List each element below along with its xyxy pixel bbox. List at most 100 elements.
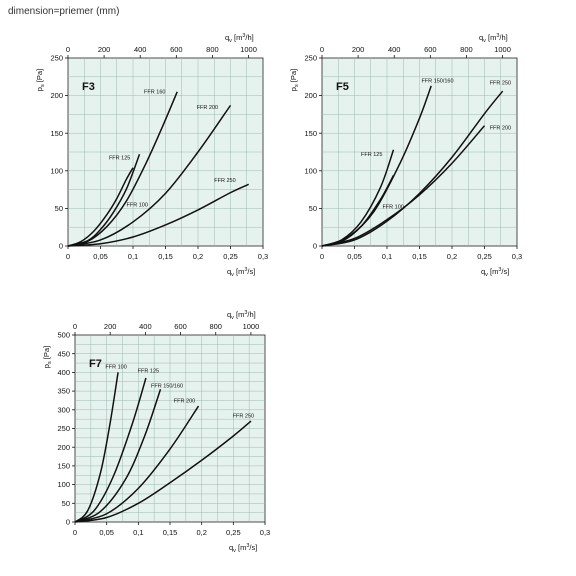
series-line (67, 104, 232, 247)
x2-tick-label: 200 (352, 45, 365, 54)
x-tick-label: 0,2 (447, 252, 457, 261)
y-tick-label: 450 (57, 349, 70, 358)
x2-tick-label: 600 (424, 45, 437, 54)
chart-f7: 0 0,05 0,1 0,15 0,2 0,25 0,3 0 200 400 600 800 1000 0… (42, 310, 270, 554)
x-tick-label: 0,1 (128, 252, 138, 261)
x-tick-label: 0,25 (223, 252, 238, 261)
x-axis-label: qv [m3/s] (227, 267, 255, 278)
y-axis-label: ps [Pa] (289, 69, 300, 91)
x-tick-label: 0,15 (412, 252, 427, 261)
y-tick-label: 100 (304, 166, 317, 175)
series-line (67, 91, 178, 247)
x-tick-label: 0,1 (133, 528, 143, 537)
x-tick-label: 0,05 (99, 528, 114, 537)
chart-title: F7 (89, 358, 102, 370)
y-tick-label: 0 (59, 242, 63, 251)
series-label: FFR 250 (214, 178, 235, 184)
x2-tick-label: 1000 (494, 45, 511, 54)
x2-tick-label: 600 (170, 45, 183, 54)
x2-tick-label: 0 (66, 45, 70, 54)
x2-tick-label: 600 (174, 322, 187, 331)
chart-f5: 0 0,05 0,1 0,15 0,2 0,25 0,3 0 200 400 600 800 1000 0… (289, 33, 522, 278)
x-tick-label: 0,05 (93, 252, 108, 261)
x2-tick-label: 200 (98, 45, 111, 54)
series-line (74, 420, 252, 523)
y-tick-label: 200 (304, 91, 317, 100)
x2-axis-label: qv [m3/h] (225, 33, 254, 44)
series-label: FFR 160 (144, 90, 165, 96)
y-tick-label: 200 (50, 91, 63, 100)
y-tick-label: 150 (304, 129, 317, 138)
series-line (321, 90, 504, 247)
grid (68, 58, 263, 246)
x2-tick-label: 1000 (243, 322, 260, 331)
series-label: FFR 125 (361, 152, 382, 158)
x-tick-label: 0,3 (258, 252, 268, 261)
grid (75, 335, 265, 522)
y-tick-label: 350 (57, 387, 70, 396)
y-tick-label: 50 (309, 204, 317, 213)
y-tick-label: 0 (66, 518, 70, 527)
x2-tick-label: 400 (139, 322, 152, 331)
x-tick-label: 0,2 (193, 252, 203, 261)
series-line (74, 372, 119, 523)
x2-tick-label: 400 (388, 45, 401, 54)
x-tick-label: 0,15 (158, 252, 173, 261)
x2-tick-label: 200 (104, 322, 117, 331)
y-tick-label: 300 (57, 405, 70, 414)
series-label: FFR 200 (174, 398, 195, 404)
x2-tick-label: 1000 (240, 45, 257, 54)
series-line (321, 85, 432, 247)
series-label: FFR 200 (197, 105, 218, 111)
y-tick-label: 100 (57, 480, 70, 489)
chart-f3: 0 0,05 0,1 0,15 0,2 0,25 0,3 0 200 400 600 800 1000 0… (35, 33, 268, 278)
series-line (74, 377, 147, 523)
curves (74, 372, 252, 523)
series-label: FFR 250 (233, 413, 254, 419)
x2-tick-label: 800 (460, 45, 473, 54)
y-tick-label: 150 (50, 129, 63, 138)
series-label: FFR 100 (127, 203, 148, 209)
y-tick-label: 250 (57, 424, 70, 433)
x-tick-label: 0 (66, 252, 70, 261)
x-tick-label: 0,25 (226, 528, 241, 537)
grid (322, 58, 517, 246)
y-tick-label: 50 (62, 499, 70, 508)
y-tick-label: 500 (57, 331, 70, 340)
series-label: FFR 150/160 (151, 383, 183, 389)
series-label: FFR 100 (105, 365, 126, 371)
x-tick-label: 0 (320, 252, 324, 261)
x2-tick-label: 400 (134, 45, 147, 54)
curves (321, 85, 504, 247)
page-caption: dimension=priemer (mm) (8, 6, 120, 17)
y-tick-label: 400 (57, 368, 70, 377)
x-axis-label: qv [m3/s] (229, 543, 257, 554)
x2-tick-label: 0 (320, 45, 324, 54)
chart-title: F3 (82, 81, 95, 93)
x2-tick-label: 0 (73, 322, 77, 331)
x2-tick-label: 800 (206, 45, 219, 54)
x-tick-label: 0,1 (382, 252, 392, 261)
series-label: FFR 100 (382, 204, 403, 210)
x-axis-label: qv [m3/s] (481, 267, 509, 278)
y-axis-label: ps [Pa] (42, 346, 53, 368)
series-label: FFR 200 (490, 125, 511, 131)
y-tick-label: 250 (50, 54, 63, 63)
chart-title: F5 (336, 81, 349, 93)
series-line (67, 183, 250, 247)
y-tick-label: 0 (313, 242, 317, 251)
x-tick-label: 0,2 (196, 528, 206, 537)
series-label: FFR 125 (109, 156, 130, 162)
x2-tick-label: 800 (209, 322, 222, 331)
series-label: FFR 250 (490, 80, 511, 86)
y-tick-label: 250 (304, 54, 317, 63)
series-line (74, 388, 162, 523)
series-line (67, 167, 134, 247)
series-line (74, 405, 200, 523)
x-tick-label: 0,3 (512, 252, 522, 261)
x-tick-label: 0,05 (347, 252, 362, 261)
series-label: FFR 150/160 (421, 78, 453, 84)
x-tick-label: 0,25 (477, 252, 492, 261)
y-tick-label: 100 (50, 166, 63, 175)
